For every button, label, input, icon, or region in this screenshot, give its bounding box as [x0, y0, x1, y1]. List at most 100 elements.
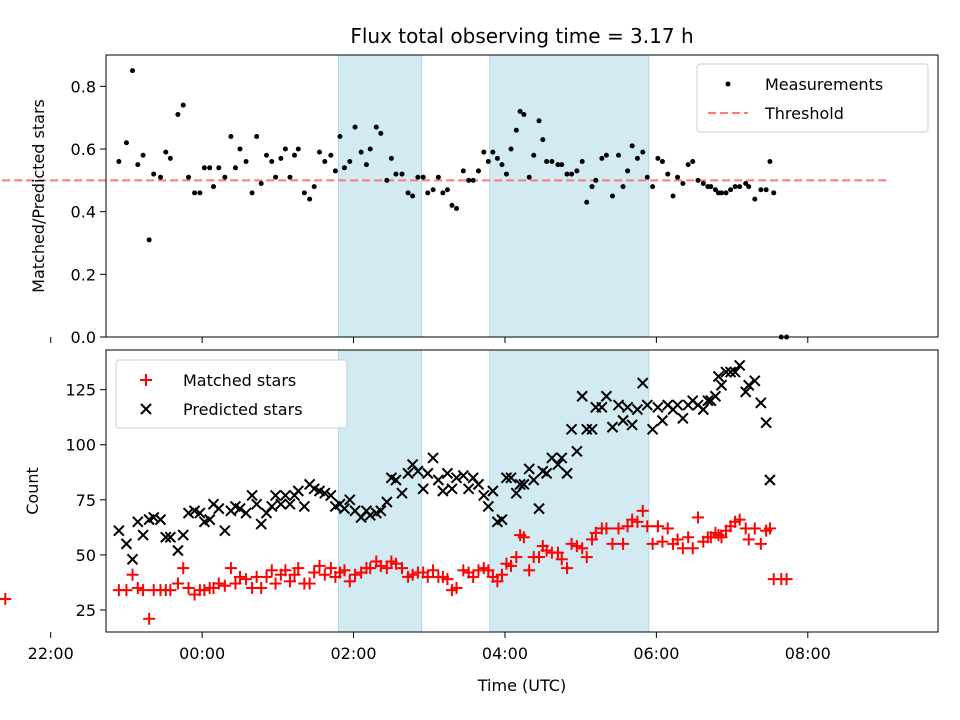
predicted-star-point: [344, 494, 356, 506]
predicted-star-point: [720, 366, 732, 378]
measurement-point: [640, 149, 646, 155]
predicted-star-point: [412, 465, 424, 477]
legend-measurements-label: Measurements: [765, 75, 883, 94]
predicted-star-point: [113, 524, 125, 537]
predicted-star-point: [677, 412, 689, 425]
measurement-point: [584, 199, 590, 205]
predicted-star-point: [275, 498, 287, 510]
predicted-star-point: [743, 379, 755, 391]
matched-star-point: [143, 612, 156, 625]
measurement-point: [767, 159, 773, 165]
matched-star-point: [303, 577, 316, 590]
measurement-point: [388, 155, 394, 161]
legend-measurements-marker: [725, 81, 731, 87]
measurement-point: [129, 68, 135, 74]
predicted-star-point: [621, 401, 634, 413]
matched-star-point: [656, 535, 669, 548]
measurement-point: [175, 112, 181, 118]
predicted-star-point: [154, 513, 167, 526]
measurement-point: [254, 133, 260, 139]
matched-star-point: [0, 592, 12, 605]
predicted-star-point: [561, 467, 573, 480]
predicted-star-point: [279, 489, 292, 502]
measurement-point: [232, 165, 238, 171]
measurement-point: [301, 190, 307, 196]
predicted-star-point: [132, 516, 144, 528]
measurement-point: [499, 162, 505, 168]
measurement-point: [135, 162, 141, 168]
matched-star-point: [364, 562, 377, 575]
predicted-star-point: [381, 496, 393, 508]
measurement-point: [197, 190, 203, 196]
predicted-star-point: [514, 478, 526, 491]
predicted-star-point: [402, 467, 414, 480]
predicted-star-point: [269, 489, 282, 502]
measurement-point: [517, 108, 523, 114]
measurement-point: [712, 187, 718, 193]
measurement-point: [574, 168, 580, 174]
measurement-point: [454, 206, 460, 212]
matched-star-point: [131, 581, 144, 594]
bottom-y-axis-label: Count: [23, 467, 42, 515]
predicted-star-point: [586, 423, 598, 436]
predicted-star-point: [755, 397, 767, 409]
predicted-star-point: [240, 507, 252, 519]
predicted-star-point: [462, 483, 475, 495]
matched-star-point: [338, 564, 351, 577]
bottom-axes-frame: [105, 349, 939, 633]
matched-star-point: [482, 564, 495, 577]
legend-predicted-marker: [140, 403, 152, 415]
matched-star-point: [349, 568, 362, 581]
top-legend: Measurements Threshold: [696, 63, 929, 133]
measurement-point: [430, 187, 436, 193]
matched-star-point: [540, 544, 553, 557]
predicted-star-point: [396, 487, 408, 499]
matched-star-point: [182, 581, 195, 594]
predicted-star-point: [164, 531, 177, 543]
predicted-star-point: [213, 502, 225, 515]
measurement-point: [616, 152, 622, 158]
top-shaded-intervals: [337, 54, 650, 338]
y-tick-label: 25: [76, 601, 96, 620]
predicted-star-point: [364, 509, 376, 521]
matched-star-point: [324, 562, 337, 575]
matched-star-point: [692, 511, 705, 524]
measurement-point: [116, 159, 122, 165]
y-tick-label: 0.4: [71, 203, 96, 222]
measurement-point: [466, 177, 472, 183]
matched-star-point: [374, 559, 387, 572]
measurement-point: [559, 162, 565, 168]
predicted-star-point: [325, 489, 337, 502]
matched-star-point: [763, 522, 776, 535]
legend-matched-label: Matched stars: [183, 371, 296, 390]
predicted-star-point: [338, 502, 351, 515]
matched-star-point: [621, 520, 634, 533]
measurement-point: [273, 174, 279, 180]
predicted-star-point: [177, 529, 189, 541]
predicted-star-point: [417, 483, 429, 495]
measurement-point: [216, 165, 222, 171]
measurement-point: [544, 159, 550, 165]
matched-star-point: [626, 513, 639, 526]
predicted-star-point: [250, 498, 263, 510]
predicted-star-point: [631, 403, 644, 416]
predicted-star-point: [709, 390, 722, 402]
matched-star-point: [733, 513, 746, 526]
measurement-point: [599, 155, 605, 161]
measurement-point: [728, 187, 734, 193]
predicted-star-point: [457, 469, 470, 482]
matched-star-point: [269, 577, 282, 590]
matched-star-point: [441, 573, 454, 586]
predicted-star-point: [671, 399, 684, 411]
bottom-legend-box: [115, 359, 348, 429]
y-tick-label: 100: [65, 436, 96, 455]
matched-star-point: [631, 515, 644, 528]
matched-star-point: [586, 533, 599, 546]
measurement-point: [292, 152, 298, 158]
measurement-point: [521, 112, 527, 118]
measurement-point: [718, 190, 724, 196]
measurement-point: [708, 184, 714, 190]
predicted-star-point: [556, 452, 568, 464]
measurement-point: [485, 159, 491, 165]
matched-star-point: [233, 570, 246, 583]
